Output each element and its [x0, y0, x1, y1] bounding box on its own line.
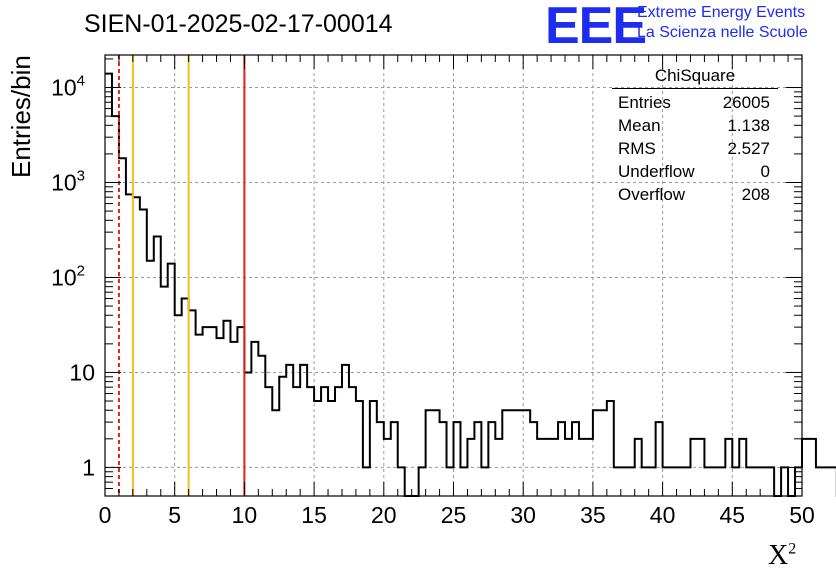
stats-value: 0	[760, 162, 770, 181]
stats-value: 2.527	[727, 139, 770, 158]
eee-logo: EEE	[545, 0, 647, 55]
stats-row-entries: Entries 26005	[612, 91, 778, 114]
stats-row-underflow: Underflow 0	[612, 160, 778, 183]
stats-label: Entries	[618, 93, 671, 112]
x-tick-label: 10	[232, 502, 258, 528]
x-tick-label: 50	[789, 502, 815, 528]
logo-tagline-1: Extreme Energy Events	[637, 4, 806, 21]
stats-value: 208	[741, 185, 770, 204]
y-tick-labels: 1 10 102 103 104	[51, 73, 95, 481]
x-tick-label: 15	[301, 502, 327, 528]
x-tick-label: 40	[650, 502, 676, 528]
stats-label: RMS	[618, 139, 656, 158]
x-tick-label: 30	[510, 502, 536, 528]
stats-value: 26005	[722, 93, 770, 112]
x-tick-label: 25	[441, 502, 467, 528]
histogram-series	[105, 72, 836, 497]
y-tick-label: 1	[82, 454, 95, 480]
stats-row-rms: RMS 2.527	[612, 137, 778, 160]
page-title: SIEN-01-2025-02-17-00014	[84, 10, 393, 38]
plot-frame	[104, 54, 803, 497]
stats-label: Underflow	[618, 162, 695, 181]
stats-label: Overflow	[618, 185, 686, 204]
stats-title: ChiSquare	[612, 66, 778, 89]
stats-box: ChiSquare Entries 26005 Mean 1.138 RMS 2…	[612, 66, 778, 206]
vertical-markers	[117, 55, 246, 496]
stats-row-overflow: Overflow 208	[612, 183, 778, 206]
axes	[104, 54, 803, 497]
y-tick-label: 103	[51, 167, 85, 195]
x-tick-label: 0	[99, 502, 112, 528]
y-tick-label: 10	[69, 359, 95, 385]
x-tick-label: 20	[371, 502, 397, 528]
x-axis-label: X2	[768, 540, 797, 571]
y-axis-label: Entries/bin	[6, 55, 36, 178]
y-tick-label: 102	[51, 262, 85, 290]
stats-value: 1.138	[727, 116, 770, 135]
x-tick-label: 45	[720, 502, 746, 528]
histogram-line	[105, 72, 836, 497]
stats-row-mean: Mean 1.138	[612, 114, 778, 137]
logo-tagline-2: La Scienza nelle Scuole	[637, 24, 808, 41]
x-tick-labels: 0 5 10 15 20 25 30 35 40 45 50	[99, 502, 815, 528]
stats-label: Mean	[618, 116, 661, 135]
x-tick-label: 5	[168, 502, 181, 528]
y-tick-label: 104	[51, 73, 85, 101]
x-tick-label: 35	[580, 502, 606, 528]
